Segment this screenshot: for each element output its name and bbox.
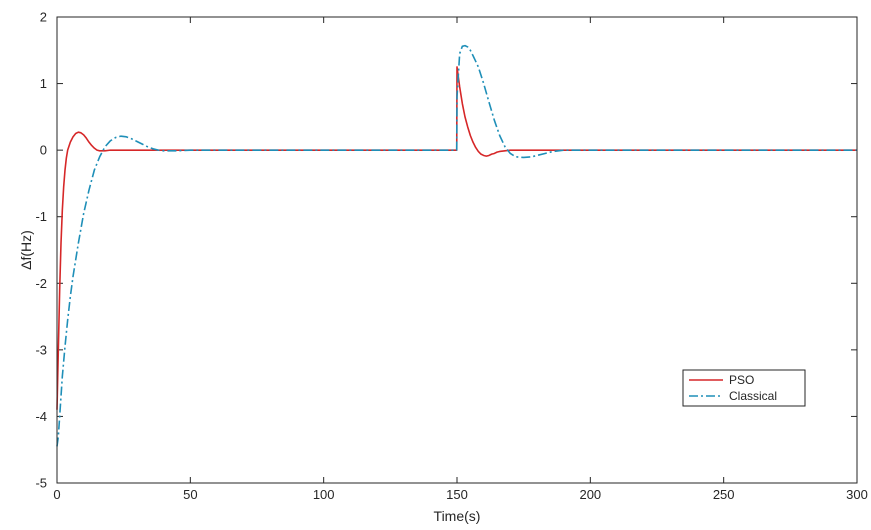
x-axis-label: Time(s) bbox=[434, 508, 481, 524]
y-tick-label: -1 bbox=[35, 209, 47, 224]
axis-ticks: 0 50 100 150 200 250 300 -5 -4 -3 -2 -1 0 1 2 bbox=[35, 10, 867, 503]
y-tick-label: -3 bbox=[35, 342, 47, 357]
x-tick-label: 0 bbox=[53, 487, 60, 502]
x-tick-label: 50 bbox=[183, 487, 197, 502]
y-tick-label: 1 bbox=[40, 76, 47, 91]
series-line-classical bbox=[56, 44, 857, 447]
y-tick-label: 2 bbox=[40, 10, 47, 25]
legend-label-classical: Classical bbox=[729, 389, 777, 403]
legend: PSO Classical bbox=[682, 369, 806, 407]
x-tick-label: 150 bbox=[446, 487, 468, 502]
y-tick-label: 0 bbox=[40, 143, 47, 158]
y-tick-label: -2 bbox=[35, 276, 47, 291]
y-tick-label: -4 bbox=[35, 409, 47, 424]
x-tick-label: 250 bbox=[713, 487, 735, 502]
series-line-pso bbox=[56, 66, 857, 410]
y-tick-label: -5 bbox=[35, 476, 47, 491]
x-tick-label: 100 bbox=[313, 487, 335, 502]
plot-area-frame bbox=[56, 16, 858, 484]
y-axis-label: Δf(Hz) bbox=[18, 230, 34, 270]
x-tick-label: 300 bbox=[846, 487, 868, 502]
legend-label-pso: PSO bbox=[729, 373, 754, 387]
x-tick-label: 200 bbox=[579, 487, 601, 502]
plot-series bbox=[56, 44, 857, 447]
legend-box bbox=[682, 369, 806, 407]
